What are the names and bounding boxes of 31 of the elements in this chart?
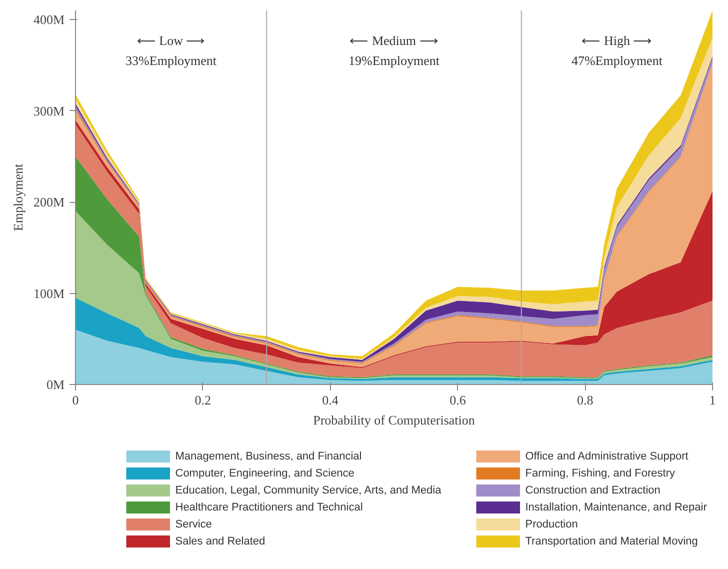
- legend-label: Healthcare Practitioners and Technical: [175, 502, 363, 514]
- annotation: 33%Employment: [126, 53, 217, 68]
- legend-label: Construction and Extraction: [525, 484, 660, 496]
- legend-label: Installation, Maintenance, and Repair: [525, 502, 708, 514]
- legend-label: Computer, Engineering, and Science: [175, 468, 354, 480]
- y-axis-title: Employment: [10, 164, 26, 232]
- x-tick-label: 0.4: [322, 392, 339, 408]
- legend-label: Service: [175, 518, 212, 530]
- legend-label: Office and Administrative Support: [525, 450, 688, 462]
- x-tick-label: 0.6: [450, 392, 466, 408]
- y-tick-label: 0M: [46, 377, 65, 392]
- x-tick-label: 1: [709, 392, 716, 408]
- legend-label: Sales and Related: [175, 536, 266, 548]
- x-axis-title: Probability of Computerisation: [313, 412, 476, 428]
- x-tick-label: 0: [72, 392, 79, 408]
- legend-label: Education, Legal, Community Service, Arts, and Media: [175, 484, 442, 496]
- annotation: ⟵ Medium ⟶: [350, 33, 438, 48]
- annotation: 47%Employment: [571, 53, 663, 68]
- annotation: 19%Employment: [348, 53, 440, 68]
- annotation: ⟵ Low ⟶: [136, 33, 206, 48]
- legend-label: Management, Business, and Financial: [175, 450, 362, 462]
- legend-label: Transportation and Material Moving: [525, 536, 698, 548]
- y-tick-label: 100M: [33, 286, 65, 301]
- y-tick-label: 200M: [33, 194, 65, 210]
- x-tick-label: 0.2: [194, 392, 212, 408]
- legend-label: Farming, Fishing, and Forestry: [525, 468, 676, 480]
- legend-label: Production: [525, 518, 578, 530]
- y-tick-label: 400M: [33, 12, 65, 28]
- y-tick-label: 300M: [33, 103, 65, 118]
- annotation: ⟵ High ⟶: [582, 33, 652, 48]
- x-tick-label: 0.8: [576, 392, 594, 408]
